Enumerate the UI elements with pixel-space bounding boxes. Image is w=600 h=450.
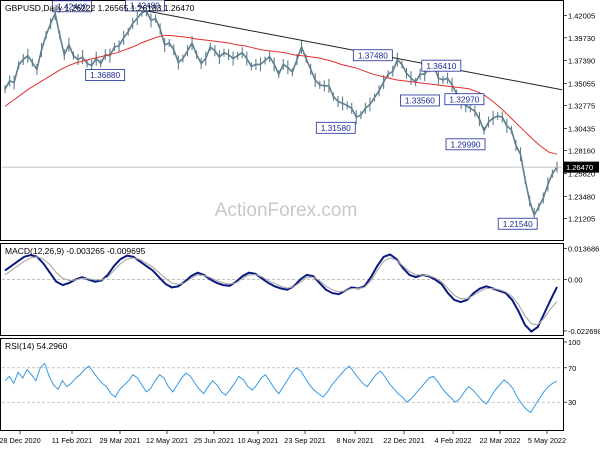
annotation-label: 1.36880	[90, 70, 120, 80]
annotation-box	[444, 93, 485, 106]
price-annotation: 1.36410	[421, 59, 462, 72]
price-annotation: 1.31580	[315, 121, 356, 134]
moving-average-line	[4, 34, 558, 155]
x-axis-date-label: 22 Mar 2022	[480, 436, 521, 445]
macd-y-tick-label: -0.022698	[568, 327, 600, 336]
price-annotation: 1.21540	[497, 217, 538, 230]
rsi-panel-frame	[0, 338, 564, 431]
macd-panel-header: MACD(12,26,9) -0.003265 -0.009695	[5, 246, 146, 256]
annotation-label: 1.36410	[426, 61, 456, 71]
rsi-y-tick-label: 70	[568, 364, 576, 373]
price-y-tick-label: 1.32775	[568, 102, 595, 111]
annotation-box	[352, 49, 393, 62]
x-axis-date-label: 4 Feb 2022	[435, 436, 472, 445]
annotation-box	[52, 0, 93, 13]
macd-signal-line	[4, 256, 558, 326]
rsi-panel-header: RSI(14) 54.2960	[5, 341, 68, 351]
macd-y-tick-label: 0.00	[568, 275, 583, 284]
rsi-y-tick-label: 100	[568, 338, 581, 347]
macd-line	[4, 253, 558, 333]
annotation-label: 1.42400	[57, 1, 87, 11]
annotation-box	[445, 138, 486, 151]
annotation-label: 1.33560	[405, 96, 435, 106]
annotation-label: 1.29990	[451, 139, 481, 149]
price-panel-frame	[0, 0, 564, 241]
rsi-line	[4, 362, 558, 414]
watermark-text: ActionForex.com	[215, 200, 358, 221]
price-y-tick-label: 1.25820	[568, 169, 595, 178]
price-annotation: 1.42400	[52, 0, 93, 13]
x-axis-date-label: 22 Dec 2021	[383, 436, 424, 445]
current-price-tag-bg	[564, 161, 599, 173]
price-y-tick-label: 1.28160	[568, 147, 595, 156]
price-panel-header: GBPUSD,Daily 1.26222 1.26565 1.26183 1.2…	[5, 3, 195, 13]
annotation-label: 1.32970	[449, 94, 479, 104]
annotation-box	[315, 121, 356, 134]
x-axis-date-label: 8 Nov 2021	[336, 436, 373, 445]
x-axis-date-label: 23 Sep 2021	[284, 436, 325, 445]
annotation-box	[125, 0, 165, 12]
price-y-tick-label: 1.30435	[568, 124, 595, 133]
price-y-tick-label: 1.35055	[568, 79, 595, 88]
annotation-label: 1.31580	[321, 123, 351, 133]
price-annotation: 1.32970	[444, 93, 485, 106]
annotation-box	[399, 94, 440, 107]
current-price-tag-label: 1.26470	[566, 163, 593, 172]
current-price-tag: 1.26470	[564, 161, 599, 173]
x-axis-date-label: 10 Aug 2021	[238, 436, 279, 445]
annotation-label: 1.42480	[130, 1, 160, 11]
x-axis-date-label: 29 Mar 2021	[100, 436, 141, 445]
x-axis-date-label: 25 Jun 2021	[194, 436, 234, 445]
price-y-tick-label: 1.23480	[568, 192, 595, 201]
macd-y-tick-label: 0.013686	[568, 244, 599, 253]
price-annotation: 1.33560	[399, 94, 440, 107]
annotation-box	[85, 69, 126, 81]
price-y-tick-label: 1.37390	[568, 57, 595, 66]
price-y-tick-label: 1.42005	[568, 12, 595, 21]
annotation-label: 1.21540	[503, 219, 533, 229]
annotation-box	[497, 217, 538, 230]
price-annotation: 1.29990	[445, 138, 486, 151]
price-y-tick-label: 1.21205	[568, 214, 595, 223]
price-annotation: 1.36880	[85, 69, 126, 81]
x-axis-date-label: 11 Feb 2021	[52, 436, 92, 445]
price-annotation: 1.42480	[125, 0, 165, 12]
rsi-y-tick-label: 30	[568, 398, 576, 407]
x-axis-date-label: 28 Dec 2020	[0, 436, 41, 445]
x-axis-date-label: 5 May 2022	[528, 436, 566, 445]
annotation-label: 1.37480	[358, 50, 388, 60]
annotation-box	[421, 59, 462, 72]
x-axis-date-label: 12 May 2021	[146, 436, 188, 445]
price-annotation: 1.37480	[352, 49, 393, 62]
price-y-tick-label: 1.39730	[568, 34, 595, 43]
